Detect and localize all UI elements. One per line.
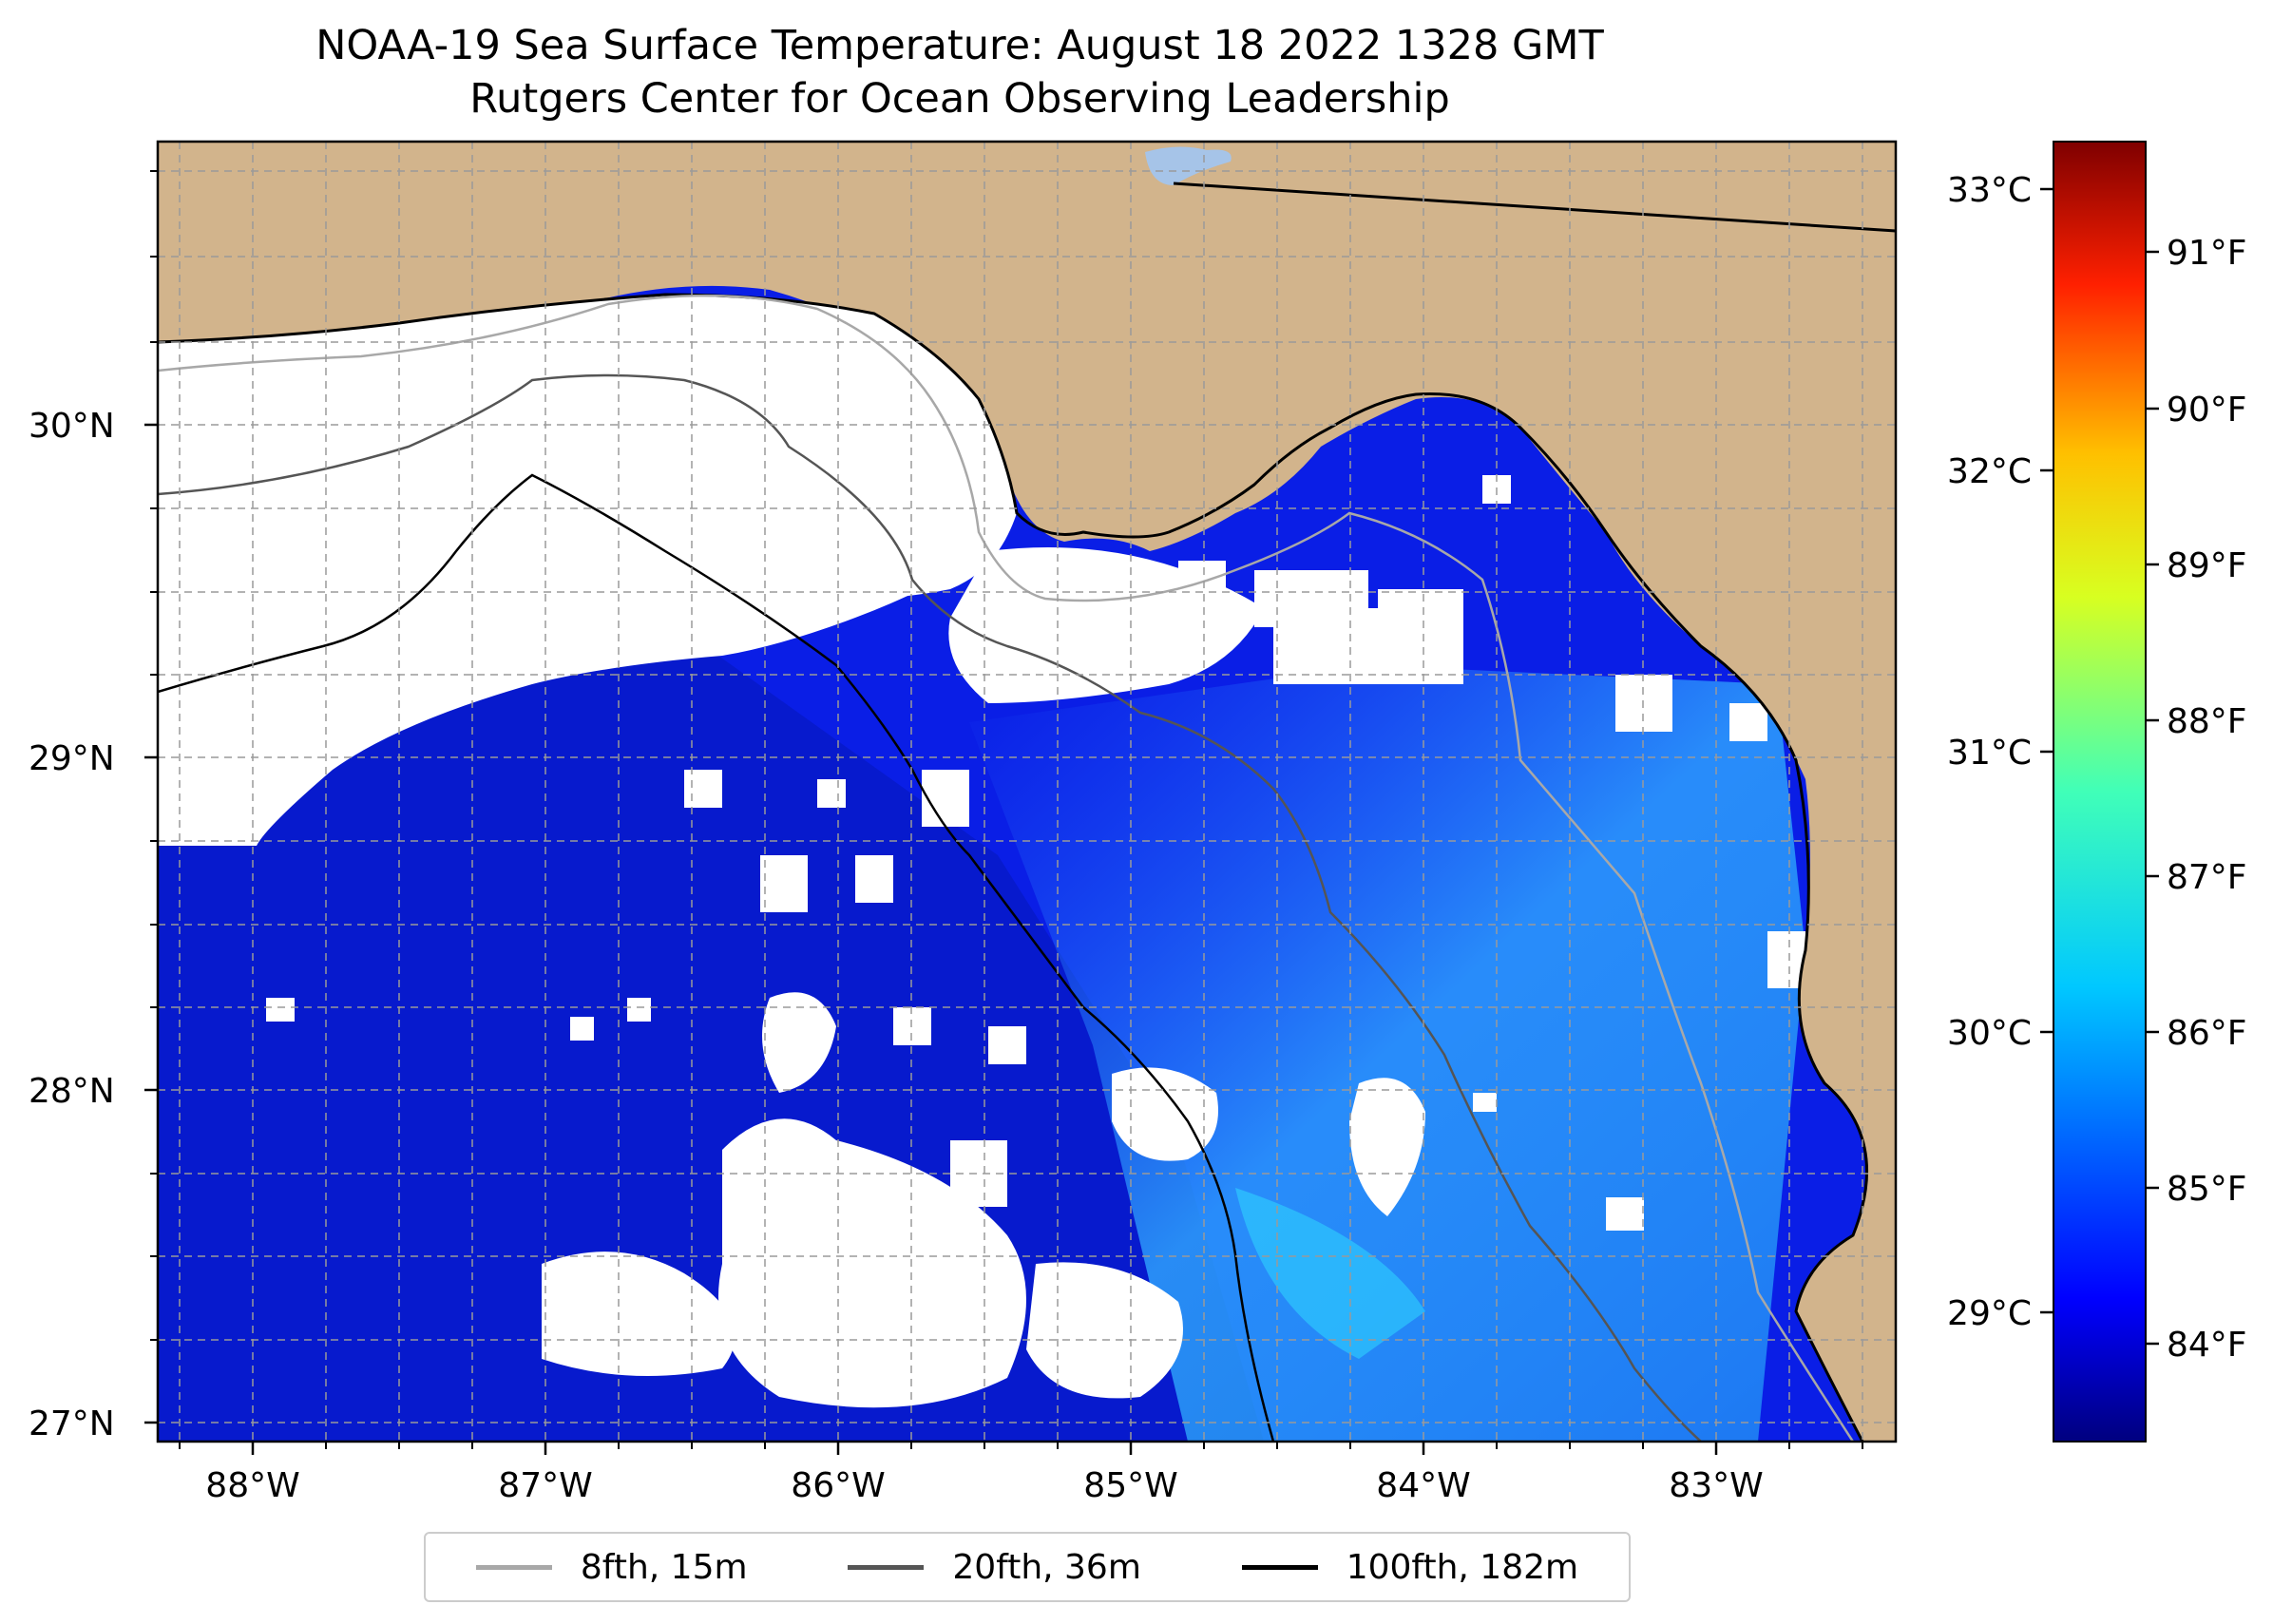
legend-item-182m: 100fth, 182m — [1241, 1547, 1579, 1587]
lake — [1145, 146, 1232, 185]
lon-label: 88°W — [205, 1466, 299, 1505]
no-data-coastal — [158, 295, 1017, 599]
coastline — [158, 293, 1869, 1442]
map-title: NOAA-19 Sea Surface Temperature: August … — [315, 22, 1604, 69]
sst-warmer-region — [969, 665, 1805, 1442]
celsius-label: 30°C — [1947, 1014, 2032, 1053]
fahrenheit-label: 86°F — [2167, 1014, 2247, 1053]
fahrenheit-label: 89°F — [2167, 546, 2247, 585]
legend-item-15m: 8fth, 15m — [475, 1547, 748, 1587]
legend-item-36m: 20fth, 36m — [848, 1548, 1141, 1587]
fahrenheit-label: 87°F — [2167, 858, 2247, 897]
celsius-label: 29°C — [1947, 1294, 2032, 1333]
legend-swatch — [848, 1564, 925, 1570]
lat-label: 29°N — [29, 739, 115, 778]
legend-swatch — [1241, 1564, 1318, 1570]
minor-ticks — [150, 170, 1863, 1449]
fahrenheit-labels: 91°F 90°F 89°F 88°F 87°F 86°F 85°F 84°F — [2167, 234, 2247, 1365]
lon-label: 85°W — [1083, 1466, 1177, 1505]
lon-label: 84°W — [1376, 1466, 1470, 1505]
celsius-label: 32°C — [1947, 452, 2032, 491]
lon-label: 83°W — [1669, 1466, 1763, 1505]
lat-label: 30°N — [29, 407, 115, 446]
map-subtitle: Rutgers Center for Ocean Observing Leade… — [469, 75, 1450, 123]
fahrenheit-label: 84°F — [2167, 1326, 2247, 1365]
lon-labels: 88°W 87°W 86°W 85°W 84°W 83°W — [205, 1466, 1763, 1505]
colorbar — [2053, 141, 2147, 1442]
celsius-labels: 33°C 32°C 31°C 30°C 29°C — [1947, 171, 2032, 1333]
major-ticks — [144, 423, 1718, 1455]
legend-label: 100fth, 182m — [1346, 1547, 1579, 1587]
colorbar-ticks — [2040, 187, 2159, 1346]
lat-label: 28°N — [29, 1072, 115, 1111]
land-mass — [158, 142, 1896, 1442]
celsius-label: 31°C — [1947, 734, 2032, 773]
lat-labels: 30°N 29°N 28°N 27°N — [29, 407, 115, 1443]
celsius-label: 33°C — [1947, 171, 2032, 210]
map-area — [158, 142, 1896, 1442]
state-boundary — [1173, 182, 1896, 233]
map-frame — [156, 140, 1898, 1443]
legend: 8fth, 15m 20fth, 36m 100fth, 182m — [424, 1532, 1631, 1602]
isobath-182m — [158, 473, 1275, 1442]
legend-swatch — [475, 1564, 552, 1570]
isobath-15m — [158, 294, 1855, 1442]
fahrenheit-label: 85°F — [2167, 1170, 2247, 1209]
fahrenheit-label: 88°F — [2167, 702, 2247, 741]
legend-label: 8fth, 15m — [580, 1547, 748, 1587]
fahrenheit-label: 90°F — [2167, 391, 2247, 430]
lon-label: 86°W — [791, 1466, 885, 1505]
gridlines — [158, 142, 1896, 1442]
fahrenheit-label: 91°F — [2167, 234, 2247, 273]
lon-label: 87°W — [498, 1466, 592, 1505]
isobath-36m — [158, 373, 1702, 1442]
lat-label: 27°N — [29, 1404, 115, 1443]
sst-warm-patch — [1235, 1188, 1425, 1359]
legend-label: 20fth, 36m — [952, 1547, 1141, 1587]
